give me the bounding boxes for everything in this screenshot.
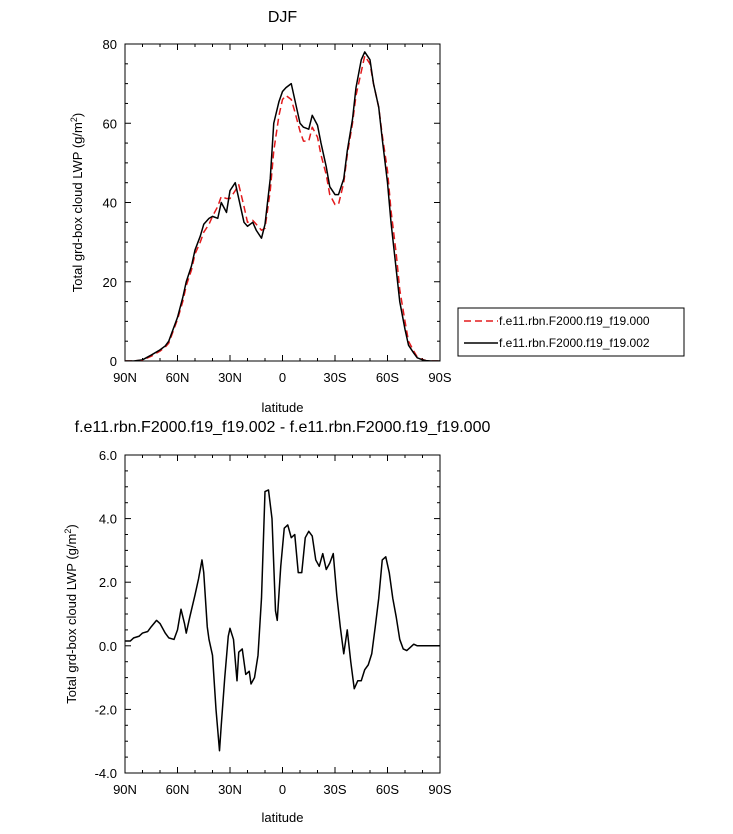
y-tick-label: 60 bbox=[103, 116, 117, 131]
legend-label: f.e11.rbn.F2000.f19_f19.002 bbox=[499, 336, 650, 350]
x-axis-label: latitude bbox=[262, 810, 304, 825]
x-tick-label: 30S bbox=[323, 370, 346, 385]
x-tick-label: 90S bbox=[428, 370, 451, 385]
legend-box bbox=[457, 307, 685, 357]
series-line-0 bbox=[125, 55, 440, 361]
x-tick-label: 30N bbox=[218, 782, 242, 797]
top-panel-djf: DJF 90N 60N 30N 0 30S 60S 90S 0 20 40 60 80 latitude T… bbox=[69, 9, 685, 415]
bottom-panel-difference: f.e11.rbn.F2000.f19_f19.002 - f.e11.rbn.… bbox=[63, 419, 490, 825]
x-tick-label: 60N bbox=[166, 370, 190, 385]
y-axis-label-text: Total grd-box cloud LWP (g/m bbox=[70, 122, 85, 292]
y-axis-label-end: ) bbox=[70, 113, 85, 117]
series-line-1 bbox=[125, 51, 440, 361]
y-axis-label-end: ) bbox=[64, 524, 79, 528]
y-tick-label: -4.0 bbox=[95, 766, 117, 781]
y-axis-label-superscript: 2 bbox=[63, 529, 73, 534]
x-tick-label: 60S bbox=[376, 370, 399, 385]
series-line-0 bbox=[125, 489, 440, 752]
y-tick-label: 80 bbox=[103, 37, 117, 52]
chart-title: DJF bbox=[268, 9, 298, 26]
y-axis-label: Total grd-box cloud LWP (g/m2) bbox=[63, 524, 79, 703]
y-tick-label: 0 bbox=[110, 354, 117, 369]
legend-label: f.e11.rbn.F2000.f19_f19.000 bbox=[499, 314, 650, 328]
y-axis-label: Total grd-box cloud LWP (g/m2) bbox=[69, 113, 85, 292]
x-tick-label: 0 bbox=[279, 370, 286, 385]
y-tick-label: 40 bbox=[103, 196, 117, 211]
plot-frame bbox=[124, 454, 441, 774]
x-tick-label: 90N bbox=[113, 782, 137, 797]
y-tick-label: 0.0 bbox=[99, 639, 117, 654]
x-tick-label: 60N bbox=[166, 782, 190, 797]
x-axis-label: latitude bbox=[262, 400, 304, 415]
chart-title: f.e11.rbn.F2000.f19_f19.002 - f.e11.rbn.… bbox=[75, 419, 491, 436]
x-tick-label: 60S bbox=[376, 782, 399, 797]
y-axis-label-text: Total grd-box cloud LWP (g/m bbox=[64, 534, 79, 704]
y-tick-label: 6.0 bbox=[99, 448, 117, 463]
x-tick-label: 90S bbox=[428, 782, 451, 797]
x-tick-label: 0 bbox=[279, 782, 286, 797]
x-tick-label: 30S bbox=[323, 782, 346, 797]
y-axis-label-superscript: 2 bbox=[69, 117, 79, 122]
x-tick-label: 30N bbox=[218, 370, 242, 385]
y-tick-label: -2.0 bbox=[95, 702, 117, 717]
y-tick-label: 2.0 bbox=[99, 575, 117, 590]
y-tick-label: 20 bbox=[103, 275, 117, 290]
y-tick-label: 4.0 bbox=[99, 512, 117, 527]
x-tick-label: 90N bbox=[113, 370, 137, 385]
